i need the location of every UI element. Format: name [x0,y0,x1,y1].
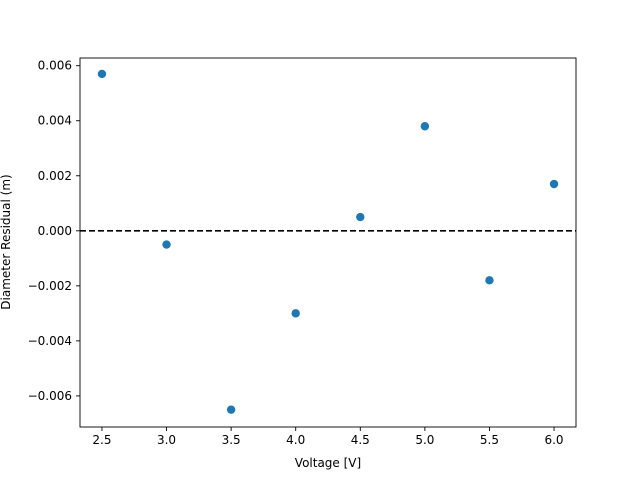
data-point [97,69,107,79]
y-tick-label: 0.004 [38,114,72,128]
ticks-layer: 2.5 3.0 3.5 4.0 4.5 5.0 5.5 6.0 −0.006 −0.004 −0.0… [28,59,564,447]
x-tick-label: 4.0 [286,433,305,447]
x-tick-label: 3.0 [157,433,176,447]
data-point [549,179,559,189]
axes-layer [79,57,577,428]
data-point [485,276,494,285]
y-tick-label: −0.006 [28,389,72,403]
y-axis-label: Diameter Residual (m) [0,174,13,309]
x-tick-label: 3.5 [222,433,241,447]
data-point [356,212,365,222]
x-tick-label: 4.5 [351,433,370,447]
x-tick-label: 2.5 [92,433,111,447]
y-tick-label: −0.002 [28,279,72,293]
data-point [291,309,300,318]
y-tick-label: 0.002 [38,169,72,183]
data-point [420,122,430,131]
x-tick-label: 5.5 [480,433,499,447]
points-layer [97,69,559,414]
data-point [226,405,236,414]
plot-frame [79,57,577,428]
x-tick-label: 5.0 [415,433,434,447]
data-point [162,240,171,249]
y-tick-label: −0.004 [28,334,72,348]
x-axis-label: Voltage [V] [295,456,361,470]
y-tick-label: 0.006 [38,59,72,73]
x-tick-label: 6.0 [544,433,563,447]
y-tick-label: 0.000 [38,224,72,238]
